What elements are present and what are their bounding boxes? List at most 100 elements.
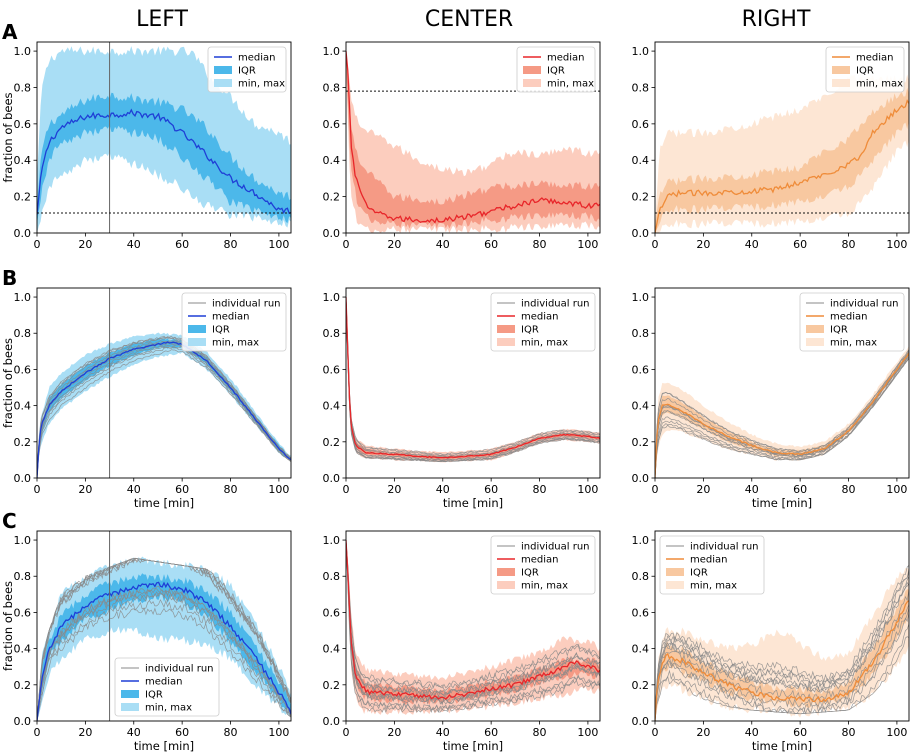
panel-C-center: 0 20 40 60 80 100 0.0 0.2 0.4 0.6 0.8 1.0 time [min]…	[323, 530, 601, 752]
legend-swatch-iqr	[523, 66, 541, 74]
plot-area	[346, 51, 600, 233]
y-tick-label: 1.0	[632, 291, 650, 304]
legend-label-minmax: min, max	[830, 338, 877, 349]
legend-swatch-iqr	[188, 325, 206, 333]
y-tick-label: 0.0	[323, 472, 341, 485]
legend-label-iqr: IQR	[521, 568, 539, 579]
y-axis-label: fraction of bees	[1, 581, 15, 671]
iqr-band	[655, 87, 909, 233]
individual-run-line	[346, 296, 600, 463]
y-tick-label: 0.0	[323, 227, 341, 240]
axes-frame	[345, 41, 601, 234]
x-tick-label: 80	[842, 483, 856, 496]
y-tick-label: 1.0	[14, 45, 32, 58]
legend-box	[659, 535, 765, 595]
plot-area	[37, 531, 291, 721]
x-axis-label: time [min]	[752, 739, 812, 752]
x-tick-label: 20	[696, 483, 710, 496]
legend-label-minmax: min, max	[145, 703, 192, 714]
y-tick-label: 0.8	[323, 81, 341, 94]
median-line	[37, 108, 291, 215]
panel-grid: 0 20 40 60 80 100 0.0 0.2 0.4 0.6 0.8 1.0 fraction o…	[1, 41, 910, 752]
legend-swatch-minmax	[188, 338, 206, 346]
x-tick-label: 40	[127, 726, 141, 739]
panel-C-right: 0 20 40 60 80 100 0.0 0.2 0.4 0.6 0.8 1.0 time [min]…	[632, 530, 910, 752]
individual-run-line	[37, 337, 291, 478]
legend-label-median: median	[521, 312, 559, 323]
x-tick-label: 60	[175, 238, 189, 251]
x-tick-label: 20	[696, 726, 710, 739]
x-tick-label: 40	[745, 238, 759, 251]
y-tick-label: 0.4	[14, 643, 32, 656]
legend-swatch-minmax	[523, 79, 541, 87]
y-tick-label: 0.0	[14, 227, 32, 240]
individual-run-line	[37, 340, 291, 478]
individual-run-line	[346, 539, 600, 713]
legend-swatch-iqr	[497, 325, 515, 333]
x-tick-label: 60	[484, 483, 498, 496]
legend: individual run median IQR min, max	[114, 657, 220, 717]
axes-frame	[654, 530, 910, 722]
x-tick-label: 40	[436, 726, 450, 739]
y-tick-label: 0.4	[632, 154, 650, 167]
panel-C-left: 0 20 40 60 80 100 0.0 0.2 0.4 0.6 0.8 1.0 fraction o…	[1, 530, 292, 752]
y-tick-label: 0.6	[14, 118, 32, 131]
individual-run-line	[346, 296, 600, 456]
y-tick-label: 0.8	[14, 570, 32, 583]
x-tick-label: 0	[34, 726, 41, 739]
individual-run-line	[346, 539, 600, 691]
plot-area	[346, 296, 600, 463]
x-tick-label: 80	[533, 483, 547, 496]
minmax-band	[655, 345, 909, 478]
legend-label-minmax: min, max	[856, 79, 903, 90]
legend: median IQR min, max	[207, 46, 287, 93]
y-tick-label: 0.6	[14, 363, 32, 376]
individual-run-line	[655, 607, 909, 721]
x-tick-label: 80	[533, 726, 547, 739]
legend-label-median: median	[145, 677, 183, 688]
x-tick-label: 40	[127, 238, 141, 251]
legend-label-iqr: IQR	[830, 325, 848, 336]
panel-A-left: 0 20 40 60 80 100 0.0 0.2 0.4 0.6 0.8 1.0 fraction o…	[1, 41, 292, 251]
x-tick-label: 40	[745, 726, 759, 739]
y-tick-label: 0.4	[323, 154, 341, 167]
legend-label-median: median	[521, 555, 559, 566]
axes-frame	[345, 530, 601, 722]
individual-run-line	[346, 539, 600, 702]
x-tick-label: 40	[436, 483, 450, 496]
x-tick-label: 40	[436, 238, 450, 251]
legend: individual run median IQR min, max	[490, 535, 596, 595]
y-tick-label: 0.0	[632, 472, 650, 485]
axes-frame	[36, 287, 292, 479]
axes-frame	[36, 41, 292, 234]
x-axis-label: time [min]	[443, 739, 503, 752]
x-tick-label: 0	[652, 726, 659, 739]
median-line	[655, 600, 909, 721]
y-tick-label: 0.8	[632, 570, 650, 583]
x-tick-label: 60	[484, 238, 498, 251]
x-tick-label: 100	[886, 726, 907, 739]
plot-area	[37, 42, 291, 233]
legend-swatch-iqr	[121, 690, 139, 698]
individual-run-line	[346, 539, 600, 711]
legend-label-iqr: IQR	[521, 325, 539, 336]
legend-label-median: median	[238, 53, 276, 64]
x-tick-label: 0	[652, 483, 659, 496]
individual-run-line	[655, 358, 909, 478]
legend-label-median: median	[690, 555, 728, 566]
x-tick-label: 100	[577, 726, 598, 739]
individual-run-line	[346, 539, 600, 713]
individual-run-line	[346, 539, 600, 689]
plot-area	[346, 539, 600, 715]
y-tick-label: 0.4	[14, 154, 32, 167]
legend: individual run median IQR min, max	[490, 292, 596, 352]
y-tick-label: 1.0	[14, 291, 32, 304]
individual-run-line	[346, 296, 600, 461]
individual-run-line	[37, 335, 291, 478]
median-line	[655, 99, 909, 233]
y-tick-label: 0.6	[632, 118, 650, 131]
x-tick-label: 80	[842, 726, 856, 739]
y-tick-label: 0.4	[632, 400, 650, 413]
x-tick-label: 100	[577, 483, 598, 496]
